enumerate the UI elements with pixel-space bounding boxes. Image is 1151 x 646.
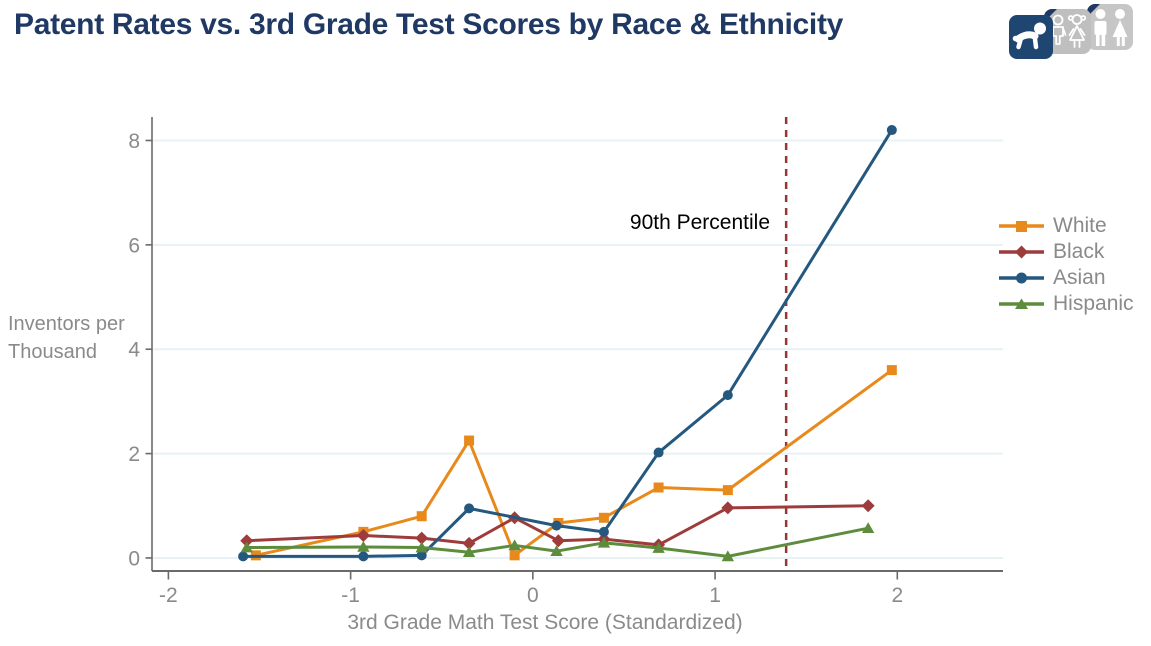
y-tick-label: 0 bbox=[128, 547, 140, 570]
percentile-annotation: 90th Percentile bbox=[629, 211, 770, 234]
series-asian-marker bbox=[416, 550, 427, 561]
legend-label-black: Black bbox=[1053, 240, 1105, 263]
x-tick-label: 2 bbox=[891, 584, 903, 607]
legend-swatch-hispanic bbox=[999, 298, 1044, 309]
series-white-marker bbox=[598, 512, 609, 523]
legend-item-asian: Asian bbox=[998, 265, 1134, 291]
y-axis-title: Inventors per Thousand bbox=[8, 310, 153, 366]
y-tick-label: 6 bbox=[128, 234, 140, 257]
legend: White Black Asian Hispanic bbox=[998, 213, 1134, 317]
series-asian-marker bbox=[238, 551, 249, 562]
series-hispanic-marker bbox=[652, 542, 665, 553]
legend-item-black: Black bbox=[998, 239, 1134, 265]
series-white-marker bbox=[464, 435, 475, 446]
legend-swatch-white bbox=[999, 221, 1044, 232]
legend-swatch-asian bbox=[999, 272, 1044, 284]
legend-label-white: White bbox=[1053, 214, 1107, 237]
series-hispanic-marker bbox=[415, 541, 428, 553]
series-line-hispanic bbox=[246, 526, 869, 558]
series-asian-marker bbox=[464, 503, 475, 514]
series-line-asian bbox=[243, 129, 894, 558]
series-hispanic-marker bbox=[240, 541, 253, 553]
legend-label-asian: Asian bbox=[1053, 266, 1106, 289]
crawling-baby-icon bbox=[1009, 15, 1053, 59]
legend-item-white: White bbox=[998, 213, 1134, 239]
y-tick-label: 4 bbox=[128, 339, 140, 362]
x-tick-label: -2 bbox=[159, 584, 178, 607]
x-tick-label: 0 bbox=[527, 584, 539, 607]
series-hispanic-marker bbox=[861, 522, 875, 534]
series-line-white bbox=[255, 368, 893, 557]
series-hispanic-marker bbox=[721, 550, 735, 562]
series-black-marker bbox=[240, 534, 254, 548]
series-asian-marker bbox=[598, 526, 609, 537]
series-black-marker bbox=[462, 536, 476, 550]
life-stage-icons bbox=[1005, 0, 1151, 70]
series-hispanic-marker bbox=[357, 540, 370, 552]
legend-label-hispanic: Hispanic bbox=[1053, 292, 1134, 315]
x-tick-label: 1 bbox=[709, 584, 721, 607]
series-black-marker bbox=[356, 529, 370, 543]
y-axis-title-line1: Inventors per bbox=[8, 313, 125, 335]
series-hispanic-marker bbox=[597, 536, 611, 548]
legend-swatch-black bbox=[999, 245, 1044, 259]
series-asian-marker bbox=[886, 125, 897, 136]
series-white-marker bbox=[722, 485, 733, 496]
series-asian-marker bbox=[653, 447, 664, 458]
series-asian-marker bbox=[722, 390, 733, 401]
series-hispanic-marker bbox=[550, 545, 563, 556]
series-line-black bbox=[246, 504, 869, 547]
series-white-marker bbox=[416, 511, 427, 522]
series-black-marker bbox=[861, 499, 875, 513]
series-white-marker bbox=[509, 550, 520, 561]
series-asian-marker bbox=[551, 520, 562, 531]
series-hispanic-marker bbox=[508, 539, 521, 551]
x-tick-label: -1 bbox=[341, 584, 360, 607]
adults-icon bbox=[1087, 4, 1133, 50]
page-title: Patent Rates vs. 3rd Grade Test Scores b… bbox=[14, 8, 844, 41]
y-axis-title-line2: Thousand bbox=[8, 341, 97, 363]
series-asian-marker bbox=[358, 551, 369, 562]
series-white-marker bbox=[886, 365, 897, 376]
legend-item-hispanic: Hispanic bbox=[998, 291, 1134, 317]
series-black-marker bbox=[415, 531, 429, 545]
y-tick-label: 2 bbox=[128, 443, 140, 466]
series-black-marker bbox=[721, 501, 735, 515]
series-white-marker bbox=[653, 482, 664, 493]
series-hispanic-marker bbox=[462, 546, 476, 558]
x-axis-title: 3rd Grade Math Test Score (Standardized) bbox=[347, 611, 743, 634]
y-tick-label: 8 bbox=[128, 130, 140, 153]
series-black-marker bbox=[551, 534, 565, 548]
